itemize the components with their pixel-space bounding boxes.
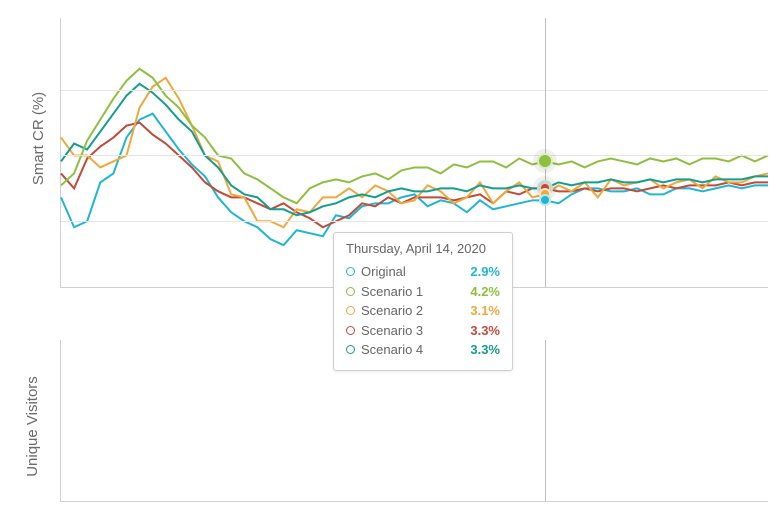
tooltip-swatch-icon [346, 267, 355, 276]
line-scenario2[interactable] [61, 78, 768, 227]
hover-vertical-line [545, 340, 546, 501]
tooltip-swatch-icon [346, 306, 355, 315]
gridline [61, 155, 768, 156]
tooltip-swatch-icon [346, 345, 355, 354]
tooltip-label: Scenario 1 [361, 282, 464, 302]
tooltip-label: Scenario 2 [361, 301, 464, 321]
marker-scenario1[interactable] [537, 153, 553, 169]
tooltip-value: 2.9% [470, 262, 500, 282]
tooltip-row: Scenario 2 3.1% [346, 301, 500, 321]
tooltip-row: Scenario 1 4.2% [346, 282, 500, 302]
tooltip-value: 3.3% [470, 340, 500, 360]
tooltip-date: Thursday, April 14, 2020 [346, 241, 500, 256]
tooltip-swatch-icon [346, 326, 355, 335]
smart-cr-y-label: Smart CR (%) [30, 92, 47, 185]
gridline [61, 221, 768, 222]
tooltip-row: Scenario 4 3.3% [346, 340, 500, 360]
gridline [61, 90, 768, 91]
tooltip-label: Scenario 3 [361, 321, 464, 341]
hover-tooltip: Thursday, April 14, 2020 Original2.9%Sce… [333, 232, 513, 371]
line-scenario3[interactable] [61, 123, 768, 228]
tooltip-value: 4.2% [470, 282, 500, 302]
tooltip-value: 3.3% [470, 321, 500, 341]
marker-original[interactable] [539, 194, 551, 206]
tooltip-label: Original [361, 262, 464, 282]
line-original[interactable] [61, 114, 768, 245]
visitors-y-label: Unique Visitors [24, 376, 41, 477]
tooltip-value: 3.1% [470, 301, 500, 321]
tooltip-swatch-icon [346, 287, 355, 296]
tooltip-row: Scenario 3 3.3% [346, 321, 500, 341]
tooltip-label: Scenario 4 [361, 340, 464, 360]
tooltip-row: Original 2.9% [346, 262, 500, 282]
